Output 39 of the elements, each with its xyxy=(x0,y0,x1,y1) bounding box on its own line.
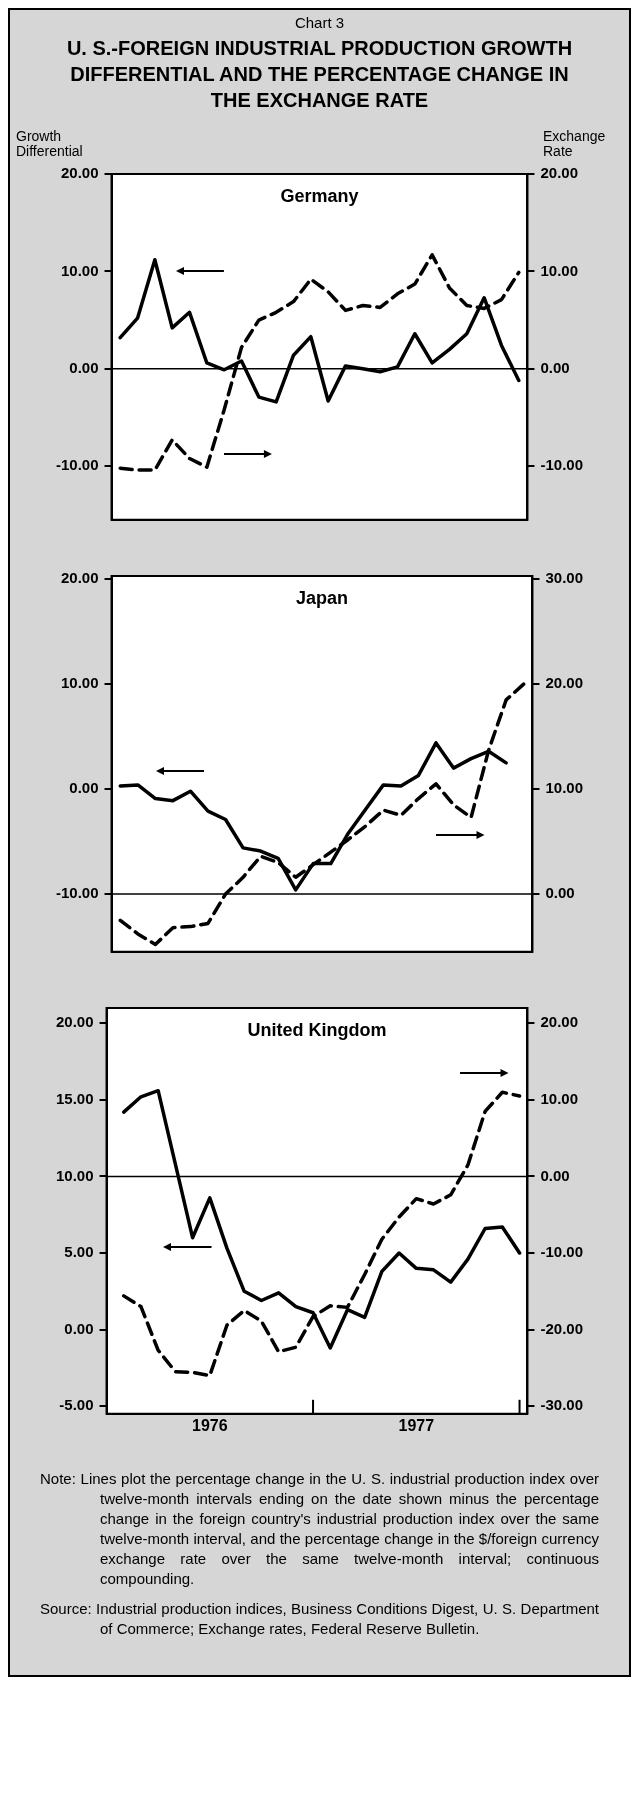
y-tick-label: 10.00 xyxy=(60,261,99,279)
text: U. S.-FOREIGN INDUSTRIAL PRODUCTION GROWTH DIFFERENTIAL AND THE PERCENTAGE CHANGE IN THE EXCHANGE RATE xyxy=(65,36,574,113)
y-tick-label: 0.00 xyxy=(64,1319,94,1337)
y2-tick-label: 20.00 xyxy=(540,164,579,182)
y2-tick-label: -10.00 xyxy=(540,456,584,474)
y2-tick-label: -30.00 xyxy=(540,1396,584,1414)
y-tick-label: -5.00 xyxy=(59,1396,94,1414)
text: Chart 3 xyxy=(293,14,346,31)
y2-tick-label: -20.00 xyxy=(540,1319,584,1337)
y2-tick-label: 20.00 xyxy=(545,674,584,692)
y-tick-label: 0.00 xyxy=(69,358,99,376)
y2-tick-label: 10.00 xyxy=(540,261,579,279)
y-tick-label: 20.00 xyxy=(55,1013,94,1031)
y-tick-label: 20.00 xyxy=(60,164,99,182)
x-tick-label: 1976 xyxy=(191,1416,228,1434)
text: Japan xyxy=(295,587,349,608)
y2-tick-label: 0.00 xyxy=(540,1166,570,1184)
y-tick-label: 0.00 xyxy=(69,779,99,797)
y-tick-label: -10.00 xyxy=(55,884,99,902)
y2-tick-label: 10.00 xyxy=(545,779,584,797)
source-note: Source: Industrial production indices, Business Conditions Digest, U. S. Department of Commerce; Exchange rates, Federal Reserve Bulletin. xyxy=(40,1599,599,1639)
y2-tick-label: 30.00 xyxy=(545,569,584,587)
y2-tick-label: 20.00 xyxy=(540,1013,579,1031)
y-tick-label: -10.00 xyxy=(55,456,99,474)
x-tick-label: 1977 xyxy=(398,1416,435,1434)
y2-axis-title: Exchange Rate xyxy=(543,128,607,159)
y-tick-label: 5.00 xyxy=(64,1243,94,1261)
y2-tick-label: 10.00 xyxy=(540,1090,579,1108)
y-tick-label: 20.00 xyxy=(60,569,99,587)
y2-tick-label: -10.00 xyxy=(540,1243,584,1261)
y-tick-label: 10.00 xyxy=(55,1166,94,1184)
y2-tick-label: 0.00 xyxy=(540,358,570,376)
text: Germany xyxy=(280,185,359,206)
text: Note: Lines plot the percentage change in the U. S. industrial production index over twelve-month intervals ending on the date shown minus the percentage change in the foreign country's industrial production index over the same twelve-month interval, and the percentage change in the $/foreign currency exchange rate over the same twelve-month interval; continuous compounding. xyxy=(40,1469,599,1589)
y-tick-label: 10.00 xyxy=(60,674,99,692)
text: United Kingdom xyxy=(247,1019,387,1040)
y2-tick-label: 0.00 xyxy=(545,884,575,902)
y-tick-label: 15.00 xyxy=(55,1090,94,1108)
y-axis-title: Growth Differential xyxy=(16,128,84,159)
